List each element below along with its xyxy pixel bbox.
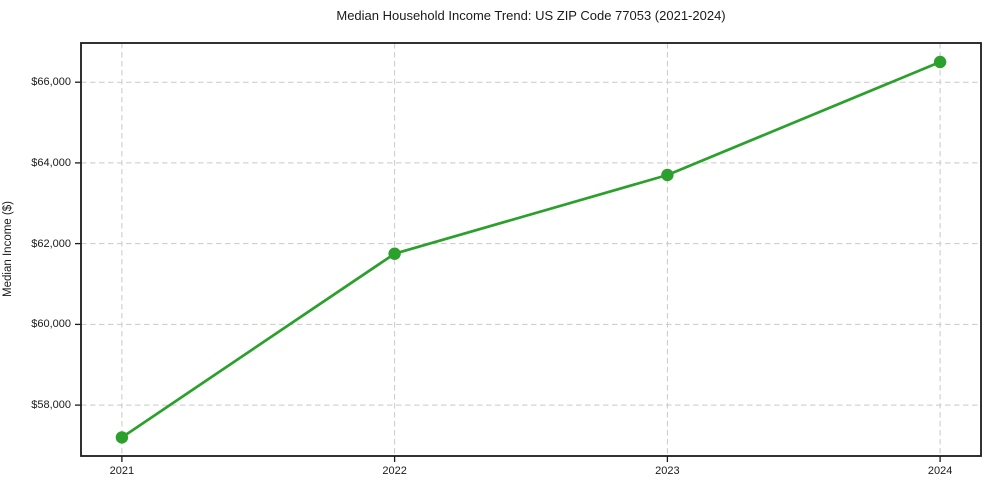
x-tick-label: 2023: [655, 465, 680, 477]
y-tick-label: $66,000: [31, 76, 71, 89]
y-tick-label: $58,000: [31, 399, 71, 412]
chart-title: Median Household Income Trend: US ZIP Co…: [336, 8, 726, 23]
plot-border: [80, 42, 982, 457]
y-tick-label: $60,000: [31, 318, 71, 331]
data-point-marker: [388, 247, 401, 260]
axis-ticks: [75, 81, 941, 462]
data-point-marker: [933, 55, 947, 69]
trend-line: [120, 60, 942, 439]
gridlines: [81, 43, 981, 456]
x-tick-label: 2021: [109, 465, 135, 477]
x-tick-label: 2022: [382, 465, 407, 477]
data-point-marker: [115, 431, 129, 444]
y-axis-label: Median Income ($): [2, 201, 14, 297]
y-tick-label: $64,000: [31, 156, 71, 169]
data-point-markers: [115, 55, 947, 444]
data-point-marker: [661, 168, 674, 182]
x-tick-label: 2024: [927, 465, 953, 477]
y-tick-label: $62,000: [31, 237, 71, 250]
